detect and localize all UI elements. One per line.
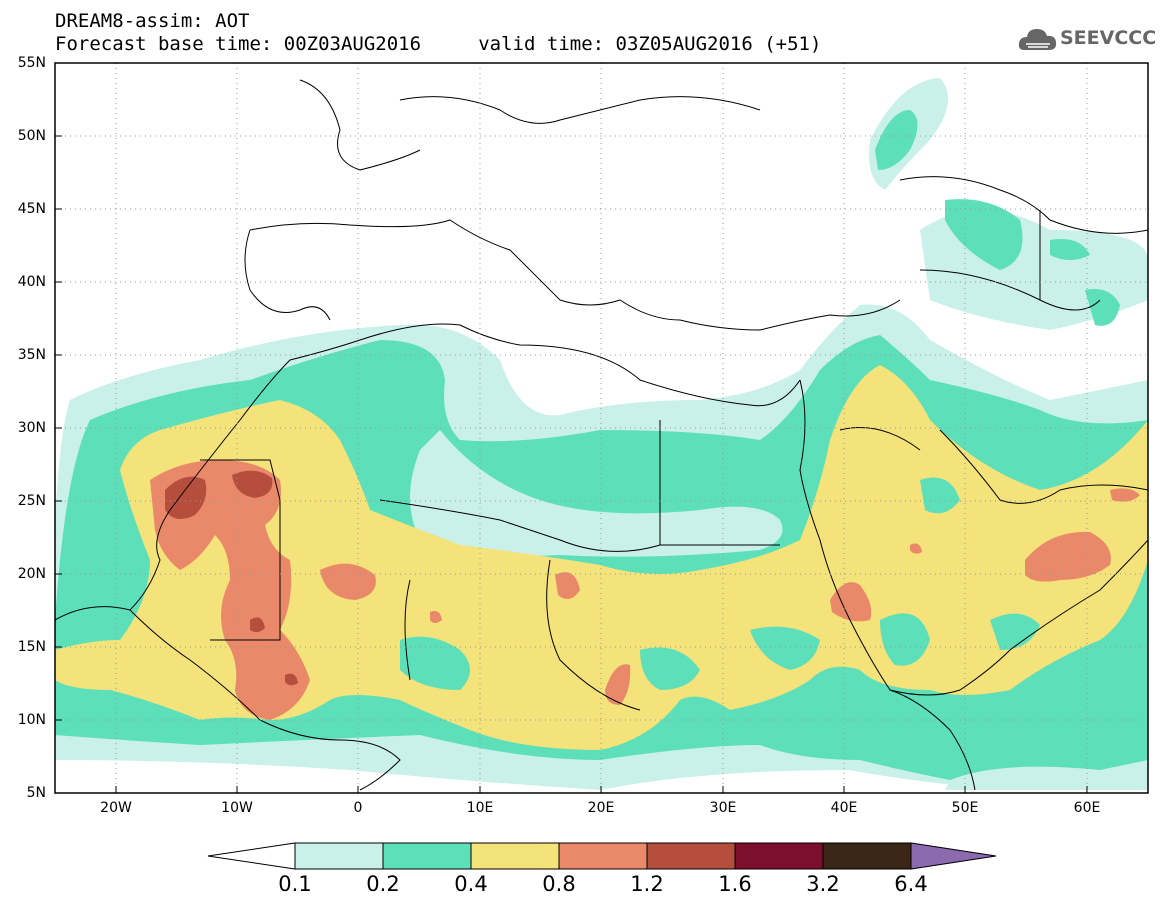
lon-label: 10E: [466, 800, 494, 816]
lon-label: 40E: [830, 800, 858, 816]
lat-label: 50N: [17, 128, 46, 144]
aot-level-1.2: [165, 470, 298, 686]
coastlines: [55, 79, 1148, 791]
colorbar-over-arrow: [910, 842, 997, 870]
lat-label: 30N: [17, 420, 46, 436]
lat-label: 45N: [17, 201, 46, 217]
colorbar-bin-1.6: [734, 842, 824, 870]
colorbar-bin-0.8: [558, 842, 648, 870]
colorbar-label: 1.2: [630, 872, 664, 896]
map-title: DREAM8-assim: AOT: [55, 10, 250, 32]
lat-label: 35N: [17, 347, 46, 363]
colorbar-bin-3.2: [822, 842, 912, 870]
colorbar-label: 0.8: [542, 872, 576, 896]
aot-level-0.4: [55, 365, 1148, 750]
colorbar-bin-1.2: [646, 842, 736, 870]
aot-level-0.2-islands: [400, 477, 1040, 690]
logo-text: SEEVCCC: [1060, 27, 1157, 49]
lon-label: 30E: [709, 800, 737, 816]
colorbar-bin-0.2: [382, 842, 472, 870]
colorbar-label: 0.1: [278, 872, 312, 896]
forecast-times: Forecast base time: 00Z03AUG2016 valid t…: [55, 33, 822, 55]
map-gridlines: [55, 63, 1148, 793]
colorbar-bin-0.4: [470, 842, 560, 870]
cloud-icon: [1018, 29, 1057, 50]
colorbar-label: 0.2: [366, 872, 400, 896]
colorbar-label: 0.4: [454, 872, 488, 896]
lon-label: 60E: [1073, 800, 1101, 816]
lon-label: 10W: [221, 800, 253, 816]
colorbar: [207, 842, 997, 870]
lon-label: 20W: [100, 800, 132, 816]
colorbar-label: 1.6: [718, 872, 752, 896]
lon-label: 0: [353, 800, 363, 816]
lat-label: 5N: [26, 785, 46, 801]
lat-label: 15N: [17, 639, 46, 655]
aot-clear-patch: [410, 430, 783, 557]
axis-ticks: [55, 62, 1088, 793]
aot-level-0.8: [150, 460, 1140, 720]
colorbar-under-arrow: [207, 842, 296, 870]
lat-label: 40N: [17, 274, 46, 290]
lat-label: 55N: [17, 55, 46, 71]
lon-label: 50E: [951, 800, 979, 816]
lon-label: 20E: [587, 800, 615, 816]
seevccc-logo: SEEVCCC: [1018, 24, 1157, 56]
lat-label: 10N: [17, 712, 46, 728]
colorbar-label: 3.2: [806, 872, 840, 896]
lat-label: 20N: [17, 566, 46, 582]
lat-label: 25N: [17, 493, 46, 509]
colorbar-label: 6.4: [894, 872, 928, 896]
colorbar-bin-0.1: [294, 842, 384, 870]
